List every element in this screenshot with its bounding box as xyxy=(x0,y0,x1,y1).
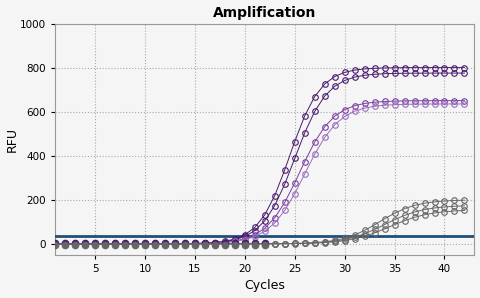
X-axis label: Cycles: Cycles xyxy=(244,280,285,292)
Title: Amplification: Amplification xyxy=(213,6,316,20)
Y-axis label: RFU: RFU xyxy=(6,127,19,152)
